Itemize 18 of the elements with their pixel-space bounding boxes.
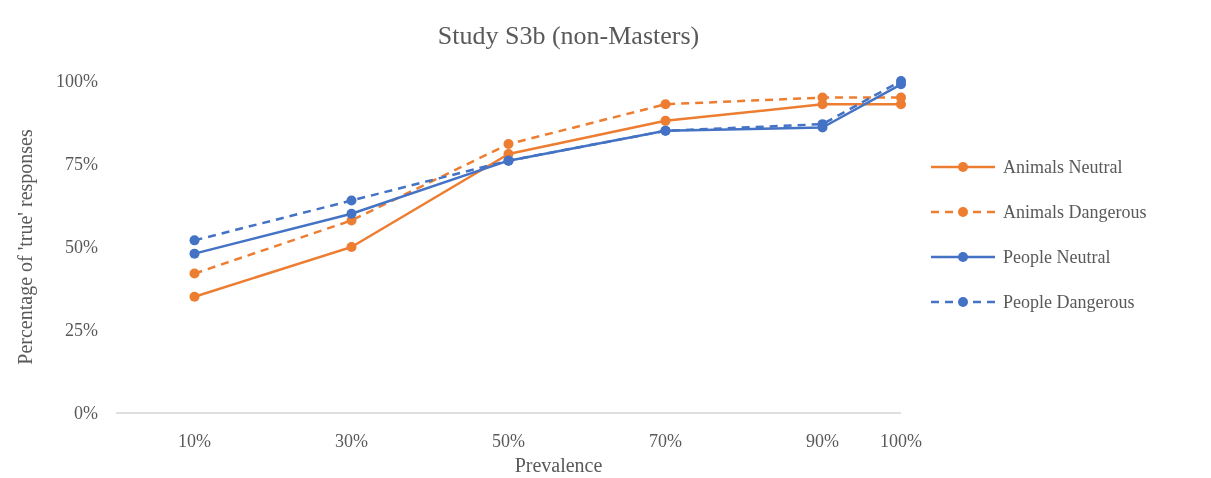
x-tick-label: 90% — [806, 431, 839, 451]
legend-label: Animals Dangerous — [1003, 202, 1147, 222]
y-tick-label: 0% — [74, 403, 98, 423]
x-axis-title: Prevalence — [514, 454, 603, 476]
y-axis-title: Percentage of 'true' responses — [14, 129, 37, 365]
chart-title: Study S3b (non-Masters) — [437, 21, 700, 50]
x-tick-label: 10% — [178, 431, 211, 451]
x-tick-label: 70% — [649, 431, 682, 451]
legend-label: People Neutral — [1003, 247, 1111, 267]
legend-label: Animals Neutral — [1003, 157, 1123, 177]
x-tick-label: 30% — [335, 431, 368, 451]
x-tick-label: 50% — [492, 431, 525, 451]
x-tick-label: 100% — [880, 431, 922, 451]
legend-label: People Dangerous — [1003, 292, 1135, 312]
y-tick-label: 25% — [65, 320, 98, 340]
y-tick-label: 75% — [65, 154, 98, 174]
y-tick-label: 100% — [56, 71, 98, 91]
y-tick-label: 50% — [65, 237, 98, 257]
